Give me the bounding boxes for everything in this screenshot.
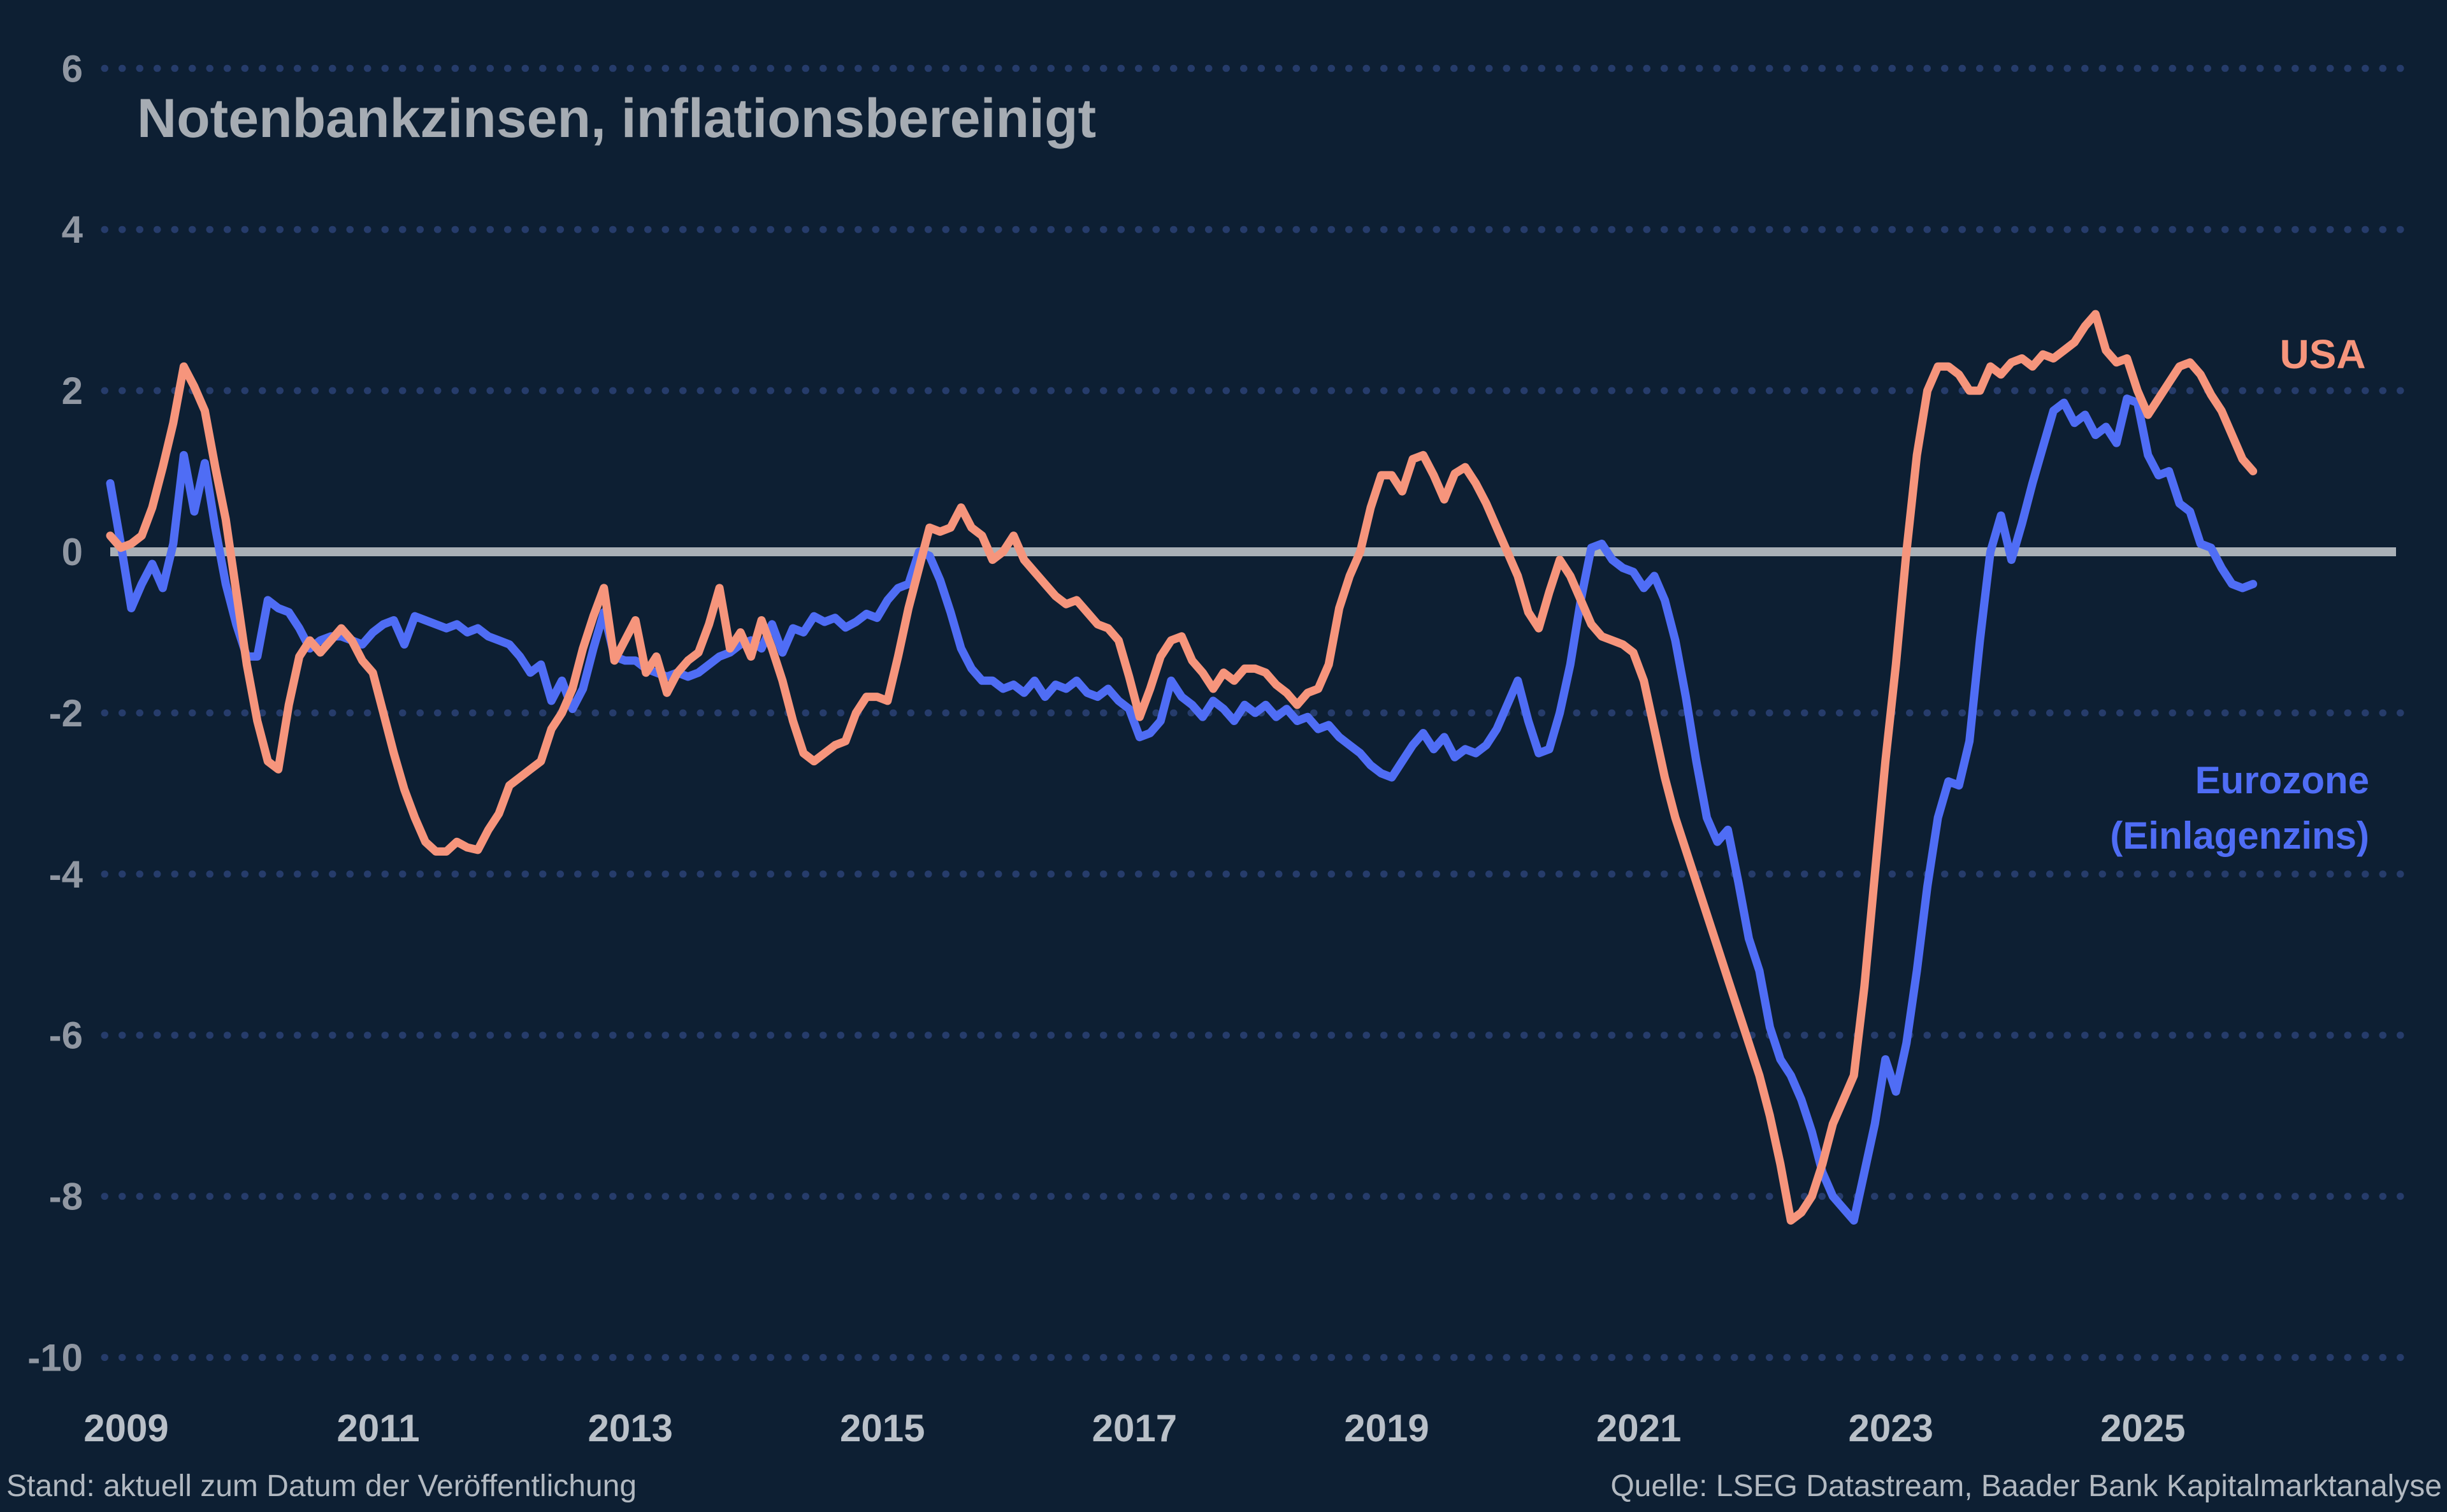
x-tick-label: 2009 — [83, 1407, 168, 1450]
x-tick-label: 2019 — [1344, 1407, 1429, 1450]
footer-source-note: Quelle: LSEG Datastream, Baader Bank Kap… — [1610, 1469, 2442, 1503]
data-line-usa — [106, 310, 2258, 1225]
legend-label-eurozone: Eurozone — [2195, 759, 2369, 802]
y-tick-label: 2 — [62, 370, 83, 412]
series-eurozone-line — [106, 394, 2258, 1225]
x-tick-label: 2025 — [2100, 1407, 2185, 1450]
y-tick-label: -8 — [49, 1176, 83, 1218]
y-tick-label: 4 — [62, 208, 83, 251]
x-tick-label: 2023 — [1848, 1407, 1933, 1450]
x-tick-label: 2017 — [1092, 1407, 1177, 1450]
y-tick-label: -10 — [27, 1337, 83, 1379]
legend-label-eurozone-sub: (Einlagenzins) — [2110, 814, 2369, 857]
legend-label-usa: USA — [2279, 331, 2365, 377]
chart-title: Notenbankzinsen, inflationsbereinigt — [137, 88, 1096, 149]
series-usa-line — [106, 310, 2258, 1225]
y-tick-label: 6 — [62, 47, 83, 90]
y-tick-label: -6 — [49, 1014, 83, 1057]
x-tick-label: 2015 — [840, 1407, 925, 1450]
y-tick-label: -4 — [49, 853, 83, 896]
x-axis-labels: 2009 2011 2013 2015 2017 2019 2021 2023 2025 — [83, 1407, 2185, 1450]
y-tick-label: 0 — [62, 531, 83, 573]
y-axis-labels: 6 4 2 0 -2 -4 -6 -8 -10 — [27, 47, 83, 1379]
footer-stand-note: Stand: aktuell zum Datum der Veröffentli… — [6, 1469, 637, 1503]
y-tick-label: -2 — [49, 692, 83, 735]
x-tick-label: 2013 — [588, 1407, 672, 1450]
x-tick-label: 2021 — [1596, 1407, 1681, 1450]
data-line-eurozone — [106, 394, 2258, 1225]
x-tick-label: 2011 — [337, 1407, 420, 1450]
